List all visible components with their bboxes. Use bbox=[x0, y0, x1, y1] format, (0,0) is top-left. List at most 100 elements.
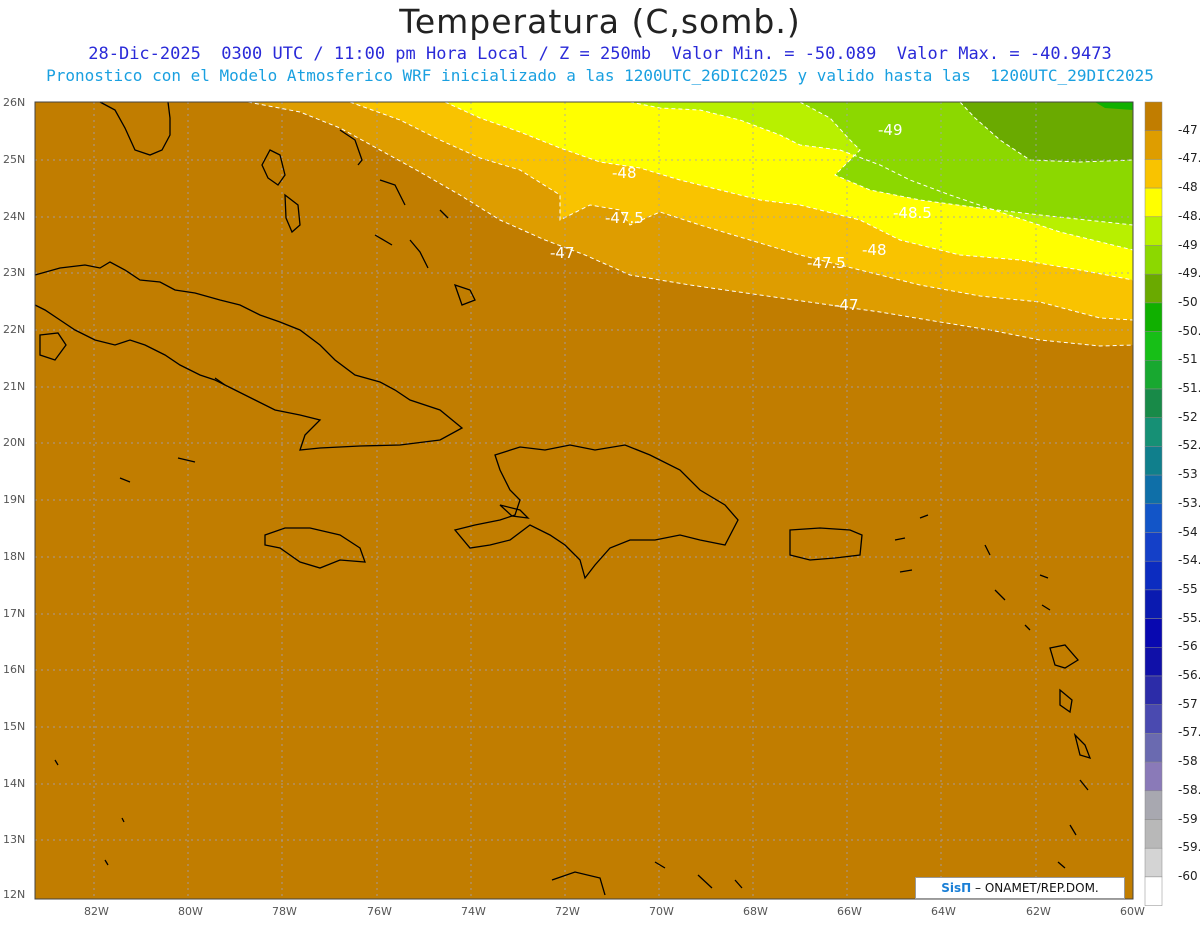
map-title: Temperatura (C,somb.) bbox=[399, 2, 801, 41]
colorbar-label: -57 bbox=[1178, 696, 1198, 711]
graticule bbox=[35, 102, 1133, 899]
cuba-coast bbox=[34, 261, 464, 451]
colorbar-label: -54 bbox=[1178, 524, 1198, 539]
lat-label: 14N bbox=[3, 777, 26, 790]
lat-label: 21N bbox=[3, 380, 26, 393]
lat-label: 19N bbox=[3, 493, 26, 506]
temp-band-50-5 bbox=[1095, 102, 1133, 110]
colorbar-label: -59 bbox=[1178, 811, 1198, 826]
contour-label: -48 bbox=[862, 241, 887, 259]
colorbar-swatch bbox=[1144, 647, 1163, 677]
colorbar-swatch bbox=[1144, 733, 1163, 763]
model-info-line: Pronostico con el Modelo Atmosferico WRF… bbox=[46, 66, 1154, 85]
colorbar-label: -47.5 bbox=[1178, 151, 1200, 166]
colorbar-label: -52.5 bbox=[1178, 438, 1200, 453]
colorbar-swatch bbox=[1144, 130, 1163, 160]
colorbar-swatch bbox=[1144, 245, 1163, 275]
colorbar-label: -56.5 bbox=[1178, 668, 1200, 682]
andros-island bbox=[284, 193, 301, 234]
lat-label: 25N bbox=[3, 153, 26, 166]
colorbar-swatch bbox=[1144, 675, 1163, 705]
colorbar-label: -48.5 bbox=[1178, 208, 1200, 223]
lon-label: 82W bbox=[84, 905, 109, 918]
virgin-islands bbox=[894, 514, 929, 573]
abc-islands bbox=[551, 861, 743, 896]
colorbar-swatch bbox=[1144, 761, 1163, 792]
colorbar-label: -50 bbox=[1178, 294, 1198, 309]
colorbar-label: -53 bbox=[1178, 467, 1198, 482]
colorbar-swatch bbox=[1144, 819, 1163, 849]
lat-label: 17N bbox=[3, 607, 26, 620]
colorbar-swatch bbox=[1144, 388, 1163, 418]
colorbar-swatch bbox=[1144, 273, 1163, 304]
hispaniola-coast bbox=[453, 444, 739, 580]
colorbar-swatch bbox=[1144, 618, 1163, 648]
lat-label: 12N bbox=[3, 888, 26, 901]
florida-coast bbox=[99, 101, 171, 156]
temp-band-50 bbox=[960, 102, 1133, 162]
colorbar-swatch bbox=[1144, 532, 1163, 562]
contour-48 bbox=[444, 101, 1134, 281]
contour-label: -47 bbox=[834, 296, 859, 314]
colorbar-label: -50.5 bbox=[1178, 323, 1200, 338]
contour-label: -47.5 bbox=[605, 209, 644, 227]
sispi-logo: SisΠ bbox=[941, 881, 972, 895]
colorbar-label: -49.5 bbox=[1178, 266, 1200, 281]
colorbar-swatch bbox=[1144, 331, 1163, 361]
colorbar-label: -53.5 bbox=[1178, 495, 1200, 510]
lon-label: 68W bbox=[743, 905, 768, 918]
lat-label: 13N bbox=[3, 833, 26, 846]
jamaica-coast bbox=[264, 527, 366, 569]
colorbar-swatch bbox=[1144, 876, 1163, 906]
colorbar bbox=[1144, 101, 1163, 906]
lon-label: 80W bbox=[178, 905, 203, 918]
colorbar-label: -54.5 bbox=[1178, 553, 1200, 568]
lesser-antilles bbox=[984, 544, 1092, 869]
contour-label: -48 bbox=[612, 164, 637, 182]
colorbar-swatch bbox=[1144, 417, 1163, 447]
lon-label: 62W bbox=[1026, 905, 1051, 918]
lat-label: 23N bbox=[3, 266, 26, 279]
lat-label: 24N bbox=[3, 210, 26, 223]
gonave-island bbox=[499, 504, 530, 519]
colorbar-swatch bbox=[1144, 560, 1163, 591]
colorbar-label: -56 bbox=[1178, 639, 1198, 654]
lon-label: 60W bbox=[1120, 905, 1145, 918]
lon-label: 78W bbox=[272, 905, 297, 918]
contour-label: -47.5 bbox=[807, 254, 846, 272]
bahamas-island bbox=[261, 149, 286, 186]
colorbar-swatch bbox=[1144, 360, 1163, 390]
colorbar-swatch bbox=[1144, 216, 1163, 246]
colorbar-swatch bbox=[1144, 589, 1163, 619]
lon-label: 70W bbox=[649, 905, 674, 918]
lon-label: 72W bbox=[555, 905, 580, 918]
colorbar-swatch bbox=[1144, 704, 1163, 734]
isla-de-la-juventud bbox=[39, 332, 67, 361]
colorbar-label: -57.5 bbox=[1178, 725, 1200, 740]
colorbar-swatch bbox=[1144, 302, 1163, 332]
colorbar-label: -51.5 bbox=[1178, 381, 1200, 395]
lon-label: 74W bbox=[461, 905, 486, 918]
map-frame bbox=[34, 101, 1134, 900]
colorbar-label: -47 bbox=[1178, 122, 1198, 137]
contour-49-5 bbox=[959, 101, 1134, 163]
contour-label: -48.5 bbox=[893, 204, 932, 222]
bahamas-islands-north bbox=[339, 129, 476, 306]
colorbar-label: -52 bbox=[1178, 409, 1198, 424]
contour-48-5 bbox=[629, 101, 1134, 251]
coastlines bbox=[34, 101, 1092, 896]
lat-label: 20N bbox=[3, 436, 26, 449]
lon-label: 64W bbox=[931, 905, 956, 918]
contour-label: -49 bbox=[878, 121, 903, 139]
lat-label: 26N bbox=[3, 96, 26, 109]
lon-label: 76W bbox=[367, 905, 392, 918]
credit-box: SisΠ – ONAMET/REP.DOM. bbox=[915, 877, 1125, 899]
colorbar-label: -51 bbox=[1178, 352, 1198, 367]
colorbar-swatch bbox=[1144, 446, 1163, 476]
colorbar-label: -49 bbox=[1178, 237, 1198, 252]
lat-label: 22N bbox=[3, 323, 26, 336]
small-islands-west bbox=[54, 377, 226, 866]
colorbar-label: -58.5 bbox=[1178, 782, 1200, 797]
lat-label: 16N bbox=[3, 663, 26, 676]
